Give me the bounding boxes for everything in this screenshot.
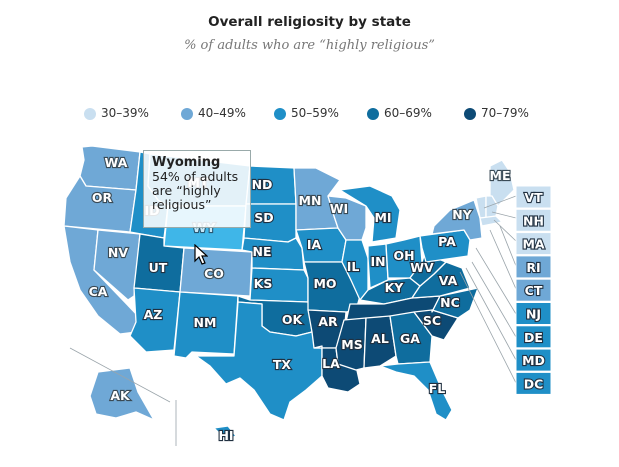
small-state-label-de: DE bbox=[524, 330, 543, 345]
legend-swatch bbox=[181, 108, 193, 120]
state-label-me: ME bbox=[490, 168, 511, 183]
legend-label: 70–79% bbox=[481, 106, 529, 120]
small-state-box-de[interactable] bbox=[515, 325, 552, 349]
state-label-la: LA bbox=[322, 356, 340, 371]
state-label-in: IN bbox=[370, 254, 385, 269]
state-ny[interactable] bbox=[431, 199, 483, 241]
legend-swatch bbox=[274, 108, 286, 120]
small-state-box-dc[interactable] bbox=[515, 371, 552, 395]
state-label-wa: WA bbox=[105, 155, 128, 170]
small-state-label-nh: NH bbox=[523, 213, 544, 228]
state-nv[interactable] bbox=[93, 229, 141, 301]
legend: 30–39% 40–49% 50–59% 60–69% 70–79% bbox=[0, 105, 619, 125]
state-fl[interactable] bbox=[379, 361, 453, 421]
small-state-boxes: VT NH MA RI CT NJ DE MD DC bbox=[515, 185, 552, 395]
chart-title: Overall religiosity by state bbox=[208, 14, 411, 30]
legend-swatch bbox=[464, 108, 476, 120]
small-state-box-ma[interactable] bbox=[515, 232, 552, 256]
small-state-label-vt: VT bbox=[524, 190, 543, 205]
state-ak[interactable] bbox=[89, 367, 155, 421]
state-hi[interactable] bbox=[213, 425, 237, 441]
state-label-ne: NE bbox=[252, 244, 271, 259]
mouse-cursor-icon bbox=[194, 244, 208, 265]
state-label-tx: TX bbox=[273, 357, 292, 372]
state-label-mi: MI bbox=[374, 210, 391, 225]
state-label-ny: NY bbox=[452, 207, 472, 222]
small-state-label-ct: CT bbox=[525, 283, 543, 298]
state-label-il: IL bbox=[347, 259, 360, 274]
state-label-sc: SC bbox=[423, 313, 441, 328]
small-state-box-ri[interactable] bbox=[515, 255, 552, 279]
state-label-nv: NV bbox=[108, 245, 128, 260]
chart-subtitle: % of adults who are “highly religious” bbox=[184, 38, 435, 53]
state-tx[interactable] bbox=[195, 301, 323, 421]
legend-label: 40–49% bbox=[198, 106, 246, 120]
state-label-ia: IA bbox=[307, 237, 322, 252]
small-state-label-ma: MA bbox=[522, 237, 544, 252]
state-label-oh: OH bbox=[393, 248, 414, 263]
state-label-hi: HI bbox=[218, 428, 233, 443]
state-label-az: AZ bbox=[144, 307, 163, 322]
state-label-ak: AK bbox=[110, 388, 131, 403]
legend-label: 60–69% bbox=[384, 106, 432, 120]
state-labels: WAORCANVIDMTWYUTCOAZNMNDSDNEKSOKTXMNIAMO… bbox=[87, 154, 511, 444]
state-tooltip: Wyoming 54% of adults are “highly religi… bbox=[143, 150, 251, 228]
state-label-al: AL bbox=[371, 331, 389, 346]
state-sc[interactable] bbox=[413, 309, 459, 341]
small-state-label-nj: NJ bbox=[526, 307, 541, 322]
state-label-ms: MS bbox=[341, 337, 362, 352]
legend-label: 50–59% bbox=[291, 106, 339, 120]
tooltip-state-name: Wyoming bbox=[152, 155, 221, 170]
small-state-box-nh[interactable] bbox=[515, 208, 552, 232]
small-state-label-md: MD bbox=[522, 353, 545, 368]
state-ma-shape[interactable] bbox=[479, 215, 503, 227]
state-al[interactable] bbox=[363, 315, 397, 369]
small-state-box-nj[interactable] bbox=[515, 302, 552, 325]
tooltip-line: are “highly bbox=[152, 183, 221, 198]
small-state-box-md[interactable] bbox=[515, 348, 552, 372]
tooltip-line: 54% of adults bbox=[152, 169, 239, 184]
state-label-ut: UT bbox=[149, 260, 168, 275]
inset-divider bbox=[69, 347, 171, 403]
state-mi[interactable] bbox=[339, 185, 401, 243]
state-label-ok: OK bbox=[282, 312, 304, 327]
state-label-mn: MN bbox=[299, 193, 322, 208]
state-label-mo: MO bbox=[313, 276, 336, 291]
state-label-wv: WV bbox=[410, 260, 434, 275]
legend-swatch bbox=[367, 108, 379, 120]
state-label-nm: NM bbox=[194, 315, 217, 330]
state-label-or: OR bbox=[92, 190, 113, 205]
state-label-nd: ND bbox=[252, 177, 273, 192]
small-state-box-vt[interactable] bbox=[515, 185, 552, 209]
state-label-va: VA bbox=[439, 273, 458, 288]
state-label-ky: KY bbox=[385, 280, 405, 295]
small-state-label-ri: RI bbox=[526, 260, 540, 275]
state-label-ga: GA bbox=[400, 331, 420, 346]
legend-label: 30–39% bbox=[101, 106, 149, 120]
state-label-fl: FL bbox=[429, 381, 446, 396]
state-label-co: CO bbox=[204, 266, 224, 281]
small-state-box-ct[interactable] bbox=[515, 278, 552, 302]
state-label-nc: NC bbox=[440, 295, 460, 310]
state-label-pa: PA bbox=[438, 234, 456, 249]
state-label-wi: WI bbox=[330, 201, 348, 216]
state-label-sd: SD bbox=[254, 210, 273, 225]
state-label-ks: KS bbox=[254, 276, 273, 291]
state-label-ar: AR bbox=[318, 314, 338, 329]
tooltip-line: religious” bbox=[152, 197, 212, 212]
legend-swatch bbox=[84, 108, 96, 120]
small-state-label-dc: DC bbox=[524, 376, 544, 391]
state-label-ca: CA bbox=[89, 284, 108, 299]
leader-lines bbox=[459, 195, 517, 384]
